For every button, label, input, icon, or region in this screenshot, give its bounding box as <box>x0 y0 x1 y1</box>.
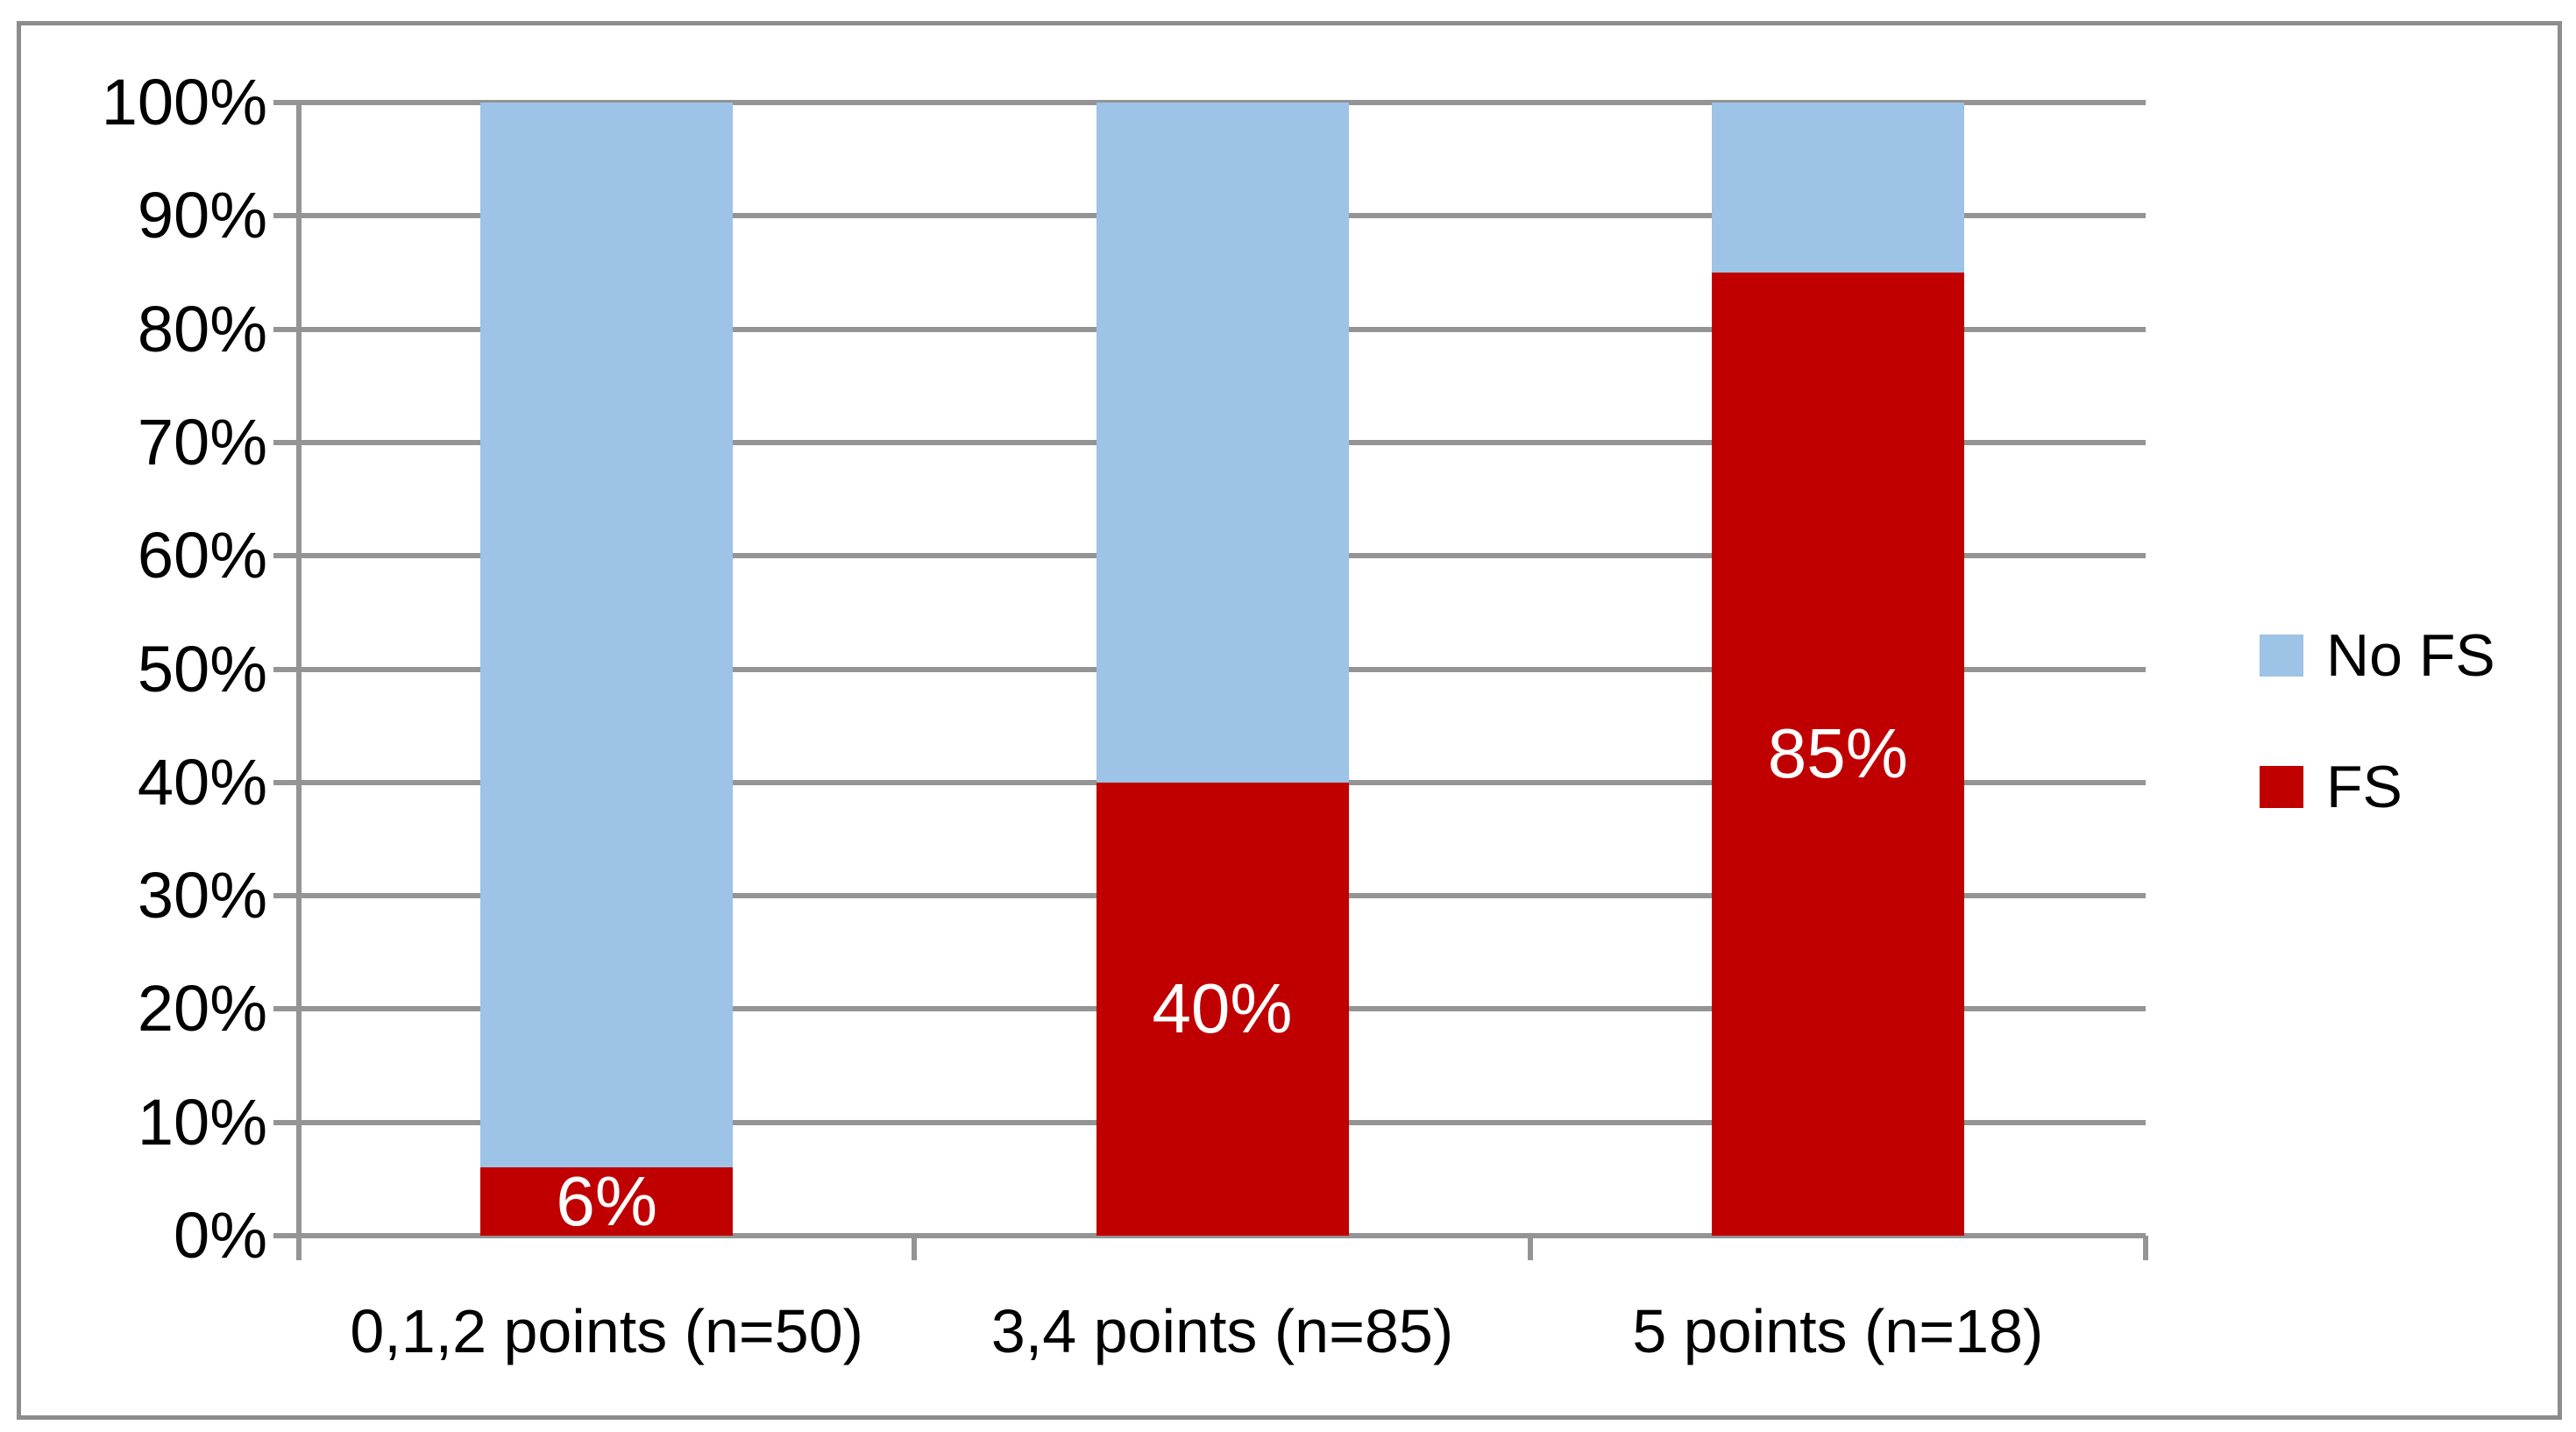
data-label-fs: 6% <box>556 1162 657 1241</box>
y-tick-50 <box>273 666 299 672</box>
y-tick-20 <box>273 1006 299 1012</box>
y-tick-label: 90% <box>137 179 267 252</box>
y-tick-70 <box>273 439 299 445</box>
y-tick-label: 40% <box>137 745 267 819</box>
bar-segment-fs <box>480 1167 734 1236</box>
legend-item-no-fs: No FS <box>2260 612 2495 699</box>
x-tick-2 <box>1527 1236 1533 1260</box>
y-axis-line <box>296 100 302 1260</box>
y-tick-label: 80% <box>137 292 267 365</box>
y-tick-10 <box>273 1119 299 1125</box>
y-tick-label: 60% <box>137 519 267 592</box>
y-tick-80 <box>273 326 299 332</box>
x-tick-label: 0,1,2 points (n=50) <box>350 1297 863 1365</box>
y-tick-label: 30% <box>137 859 267 932</box>
y-tick-0 <box>273 1233 299 1238</box>
x-tick-1 <box>912 1236 918 1260</box>
legend-item-fs: FS <box>2260 743 2402 831</box>
y-tick-30 <box>273 893 299 899</box>
x-tick-label: 3,4 points (n=85) <box>990 1297 1454 1365</box>
y-tick-label: 0% <box>174 1199 267 1272</box>
legend-swatch-fs <box>2260 766 2303 808</box>
x-tick-3 <box>2143 1236 2148 1260</box>
legend-label-fs: FS <box>2326 754 2402 820</box>
data-label-fs: 85% <box>1767 714 1908 793</box>
y-tick-label: 100% <box>101 66 267 138</box>
y-tick-label: 70% <box>137 405 267 479</box>
bar-segment-no-fs <box>480 103 734 1168</box>
bar-segment-no-fs <box>1096 103 1349 783</box>
gridline-0 <box>299 1233 2146 1238</box>
y-tick-40 <box>273 779 299 785</box>
y-tick-90 <box>273 213 299 219</box>
y-tick-label: 10% <box>137 1085 267 1159</box>
legend-swatch-no-fs <box>2260 634 2303 677</box>
y-tick-60 <box>273 553 299 559</box>
legend-label-no-fs: No FS <box>2326 622 2495 689</box>
data-label-fs: 40% <box>1152 969 1293 1048</box>
x-tick-label: 5 points (n=18) <box>1632 1297 2044 1365</box>
y-tick-100 <box>273 100 299 105</box>
bar-segment-fs <box>1096 782 1349 1236</box>
y-tick-label: 20% <box>137 972 267 1046</box>
bar-segment-no-fs <box>1711 103 1964 273</box>
y-tick-label: 50% <box>137 632 267 705</box>
bar-segment-fs <box>1711 272 1964 1236</box>
